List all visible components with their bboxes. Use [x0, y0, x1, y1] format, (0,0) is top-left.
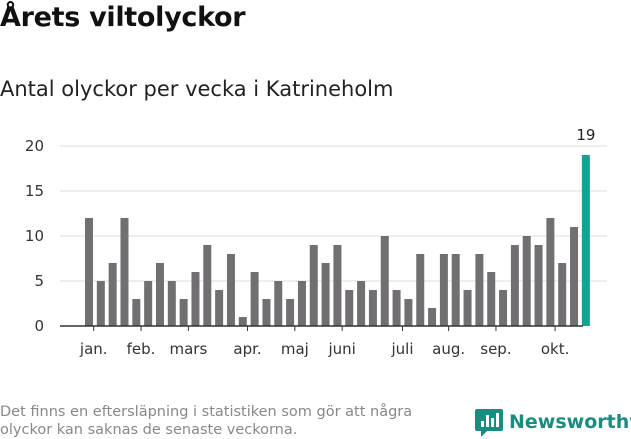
bar	[558, 263, 567, 326]
x-tick-label: sep.	[480, 340, 511, 358]
bar	[475, 254, 484, 326]
bar	[357, 281, 366, 326]
brand-name: Newsworthy	[509, 411, 631, 433]
bar	[321, 263, 330, 326]
x-tick-label: apr.	[233, 340, 261, 358]
bar	[262, 299, 271, 326]
data-label: 19	[576, 126, 595, 144]
bar	[226, 254, 235, 326]
x-tick-label: aug.	[432, 340, 465, 358]
bar	[309, 245, 318, 326]
bar	[191, 272, 200, 326]
y-tick-label: 15	[25, 182, 44, 200]
bar	[203, 245, 212, 326]
bar	[179, 299, 188, 326]
chart-subtitle: Antal olyckor per vecka i Katrineholm	[0, 77, 394, 101]
bar	[439, 254, 448, 326]
y-tick-label: 10	[25, 227, 44, 245]
bar	[132, 299, 141, 326]
bar	[392, 290, 401, 326]
bar	[522, 236, 531, 326]
bar	[451, 254, 460, 326]
brand-logo: Newsworthy	[475, 405, 631, 439]
bar	[238, 317, 247, 326]
bar	[250, 272, 259, 326]
bar	[534, 245, 543, 326]
bar-chart: 0 5 10 15 20 19 jan. feb. mars apr. maj juni juli aug…	[25, 126, 607, 358]
x-tick-label: okt.	[541, 340, 570, 358]
bar	[510, 245, 519, 326]
bar	[463, 290, 472, 326]
bar	[96, 281, 105, 326]
x-tick-label: mars	[169, 340, 207, 358]
bar	[333, 245, 342, 326]
newsworthy-icon	[475, 409, 503, 437]
y-tick-label: 20	[25, 137, 44, 155]
bar	[297, 281, 306, 326]
bar	[404, 299, 413, 326]
bar	[167, 281, 176, 326]
x-tick-label: maj	[281, 340, 309, 358]
x-tick-label: juni	[327, 340, 355, 358]
y-tick-label: 0	[34, 317, 44, 335]
bar	[546, 218, 555, 326]
chart-title: Årets viltolyckor	[0, 2, 246, 33]
bar	[368, 290, 377, 326]
bar	[428, 308, 437, 326]
bar	[499, 290, 508, 326]
bar	[416, 254, 425, 326]
bar	[380, 236, 389, 326]
bar	[570, 227, 579, 326]
bar	[215, 290, 224, 326]
bar	[286, 299, 295, 326]
x-tick-label: jan.	[79, 340, 108, 358]
bar-highlight	[581, 155, 590, 326]
x-tick-label: feb.	[127, 340, 156, 358]
bar	[120, 218, 129, 326]
bar	[345, 290, 354, 326]
footnote: Det finns en eftersläpning i statistiken…	[0, 404, 413, 438]
bar	[144, 281, 153, 326]
x-tick-label: juli	[390, 340, 413, 358]
bar	[85, 218, 93, 326]
bar	[108, 263, 117, 326]
y-tick-label: 5	[34, 272, 44, 290]
bar	[155, 263, 164, 326]
bar	[274, 281, 283, 326]
bar	[487, 272, 496, 326]
